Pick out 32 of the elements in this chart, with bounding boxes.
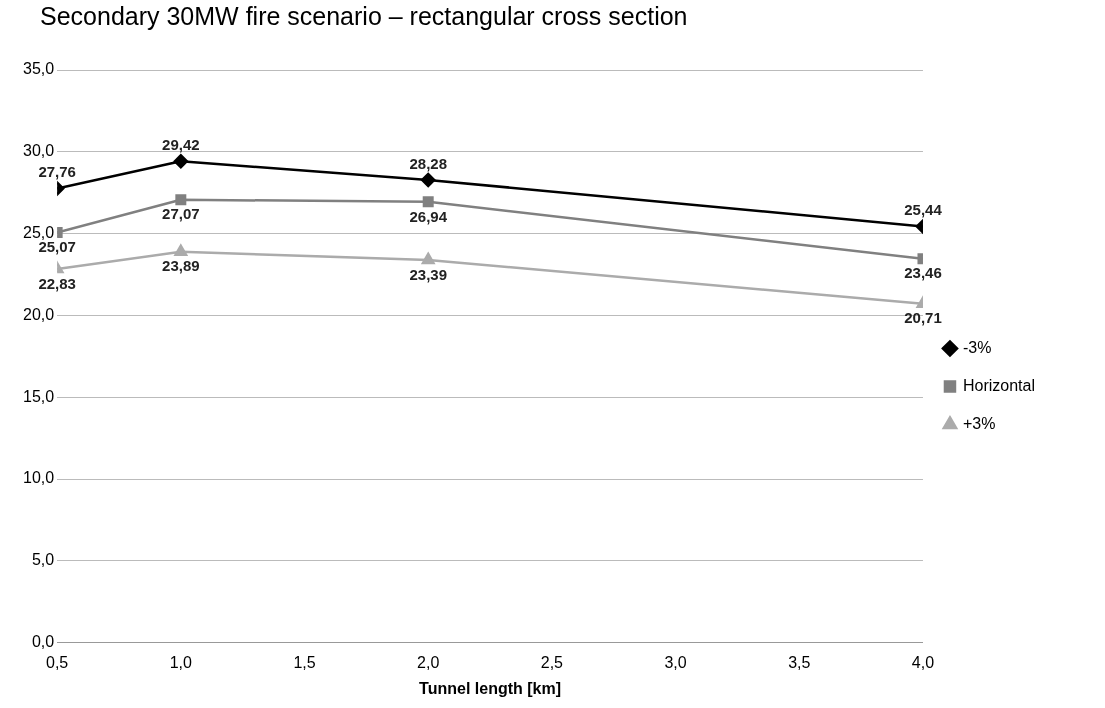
x-tick-label: 1,0 [169,653,193,671]
x-tick-label: 2,5 [540,653,564,671]
legend-label: Horizontal [962,376,1035,394]
data-label: 25,44 [904,201,943,219]
data-label: 23,46 [904,264,942,282]
data-label: 27,76 [38,163,76,181]
y-tick-label: 35,0 [23,60,55,78]
x-tick-label: 0,5 [46,653,69,671]
y-tick-label: 20,0 [23,305,55,323]
x-tick-label: 3,5 [788,653,811,671]
legend-label: -3% [962,338,992,356]
legend-label: +3% [962,414,996,432]
data-label: 23,89 [162,257,200,275]
x-axis-title: Tunnel length [km] [419,679,562,697]
data-label: 23,39 [409,265,447,283]
data-label: 26,94 [409,207,448,225]
chart-title: Secondary 30MW fire scenario – rectangular cross section [40,2,688,31]
data-label: 28,28 [409,154,447,172]
x-tick-label: 2,0 [417,653,440,671]
x-tick-label: 3,0 [664,653,687,671]
data-label: 20,71 [904,309,942,327]
data-label: 22,83 [38,274,76,292]
data-label: 27,07 [162,205,200,223]
y-tick-label: 0,0 [31,633,55,651]
y-tick-label: 30,0 [23,142,55,160]
x-tick-label: 4,0 [911,653,935,671]
y-tick-label: 25,0 [23,224,55,242]
y-tick-label: 10,0 [23,469,55,487]
y-tick-label: 15,0 [23,387,55,405]
data-label: 29,42 [162,135,200,153]
x-tick-label: 1,5 [293,653,316,671]
y-tick-label: 5,0 [31,551,55,569]
